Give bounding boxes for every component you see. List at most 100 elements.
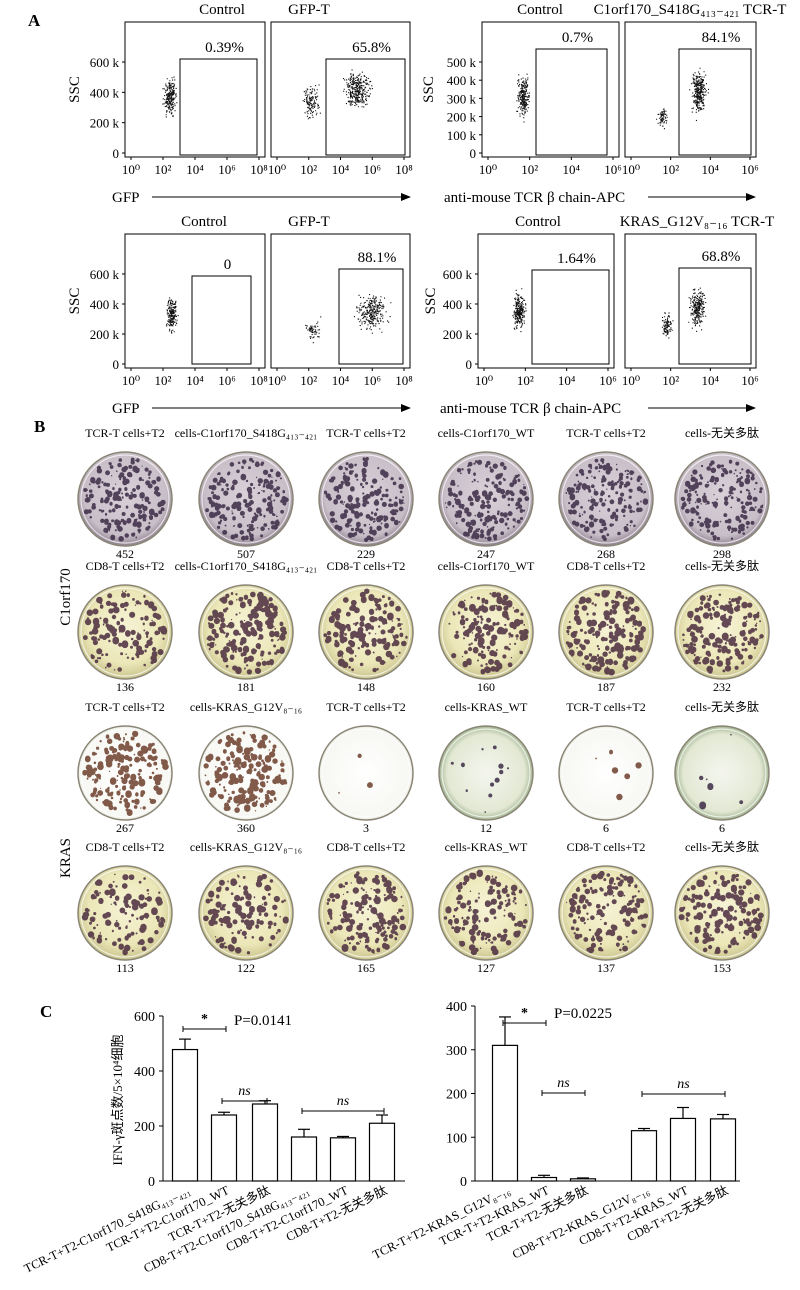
well-label: cells-KRAS_G12V₈₋₁₆ xyxy=(190,840,302,854)
well-label: TCR-T cells+T2 xyxy=(566,700,646,714)
spot-count: 247 xyxy=(477,547,495,561)
well-label: cells-KRAS_WT xyxy=(445,840,528,854)
plot-title: Control xyxy=(199,2,245,18)
y-tick-label: 300 k xyxy=(447,91,477,106)
y-tick-label: 200 k xyxy=(90,116,120,131)
elispot-well: cells-C1orf170_S418G₄₁₃₋₄₂₁ 507 xyxy=(175,426,318,561)
plot-frame xyxy=(124,233,266,369)
y-tick-label: 0 xyxy=(470,146,477,161)
x-tick-label: 10² xyxy=(517,373,534,388)
well-rim-highlight xyxy=(677,728,767,818)
gate-rectangle xyxy=(191,275,252,365)
y-tick-label: 0 xyxy=(113,146,120,161)
well-rim-highlight xyxy=(201,587,291,677)
y-tick-label: 200 xyxy=(134,1120,155,1135)
elispot-well: cells-无关多肽 153 xyxy=(674,839,770,975)
well-label: cells-无关多肽 xyxy=(685,699,759,714)
well-label: cells-C1orf170_S418G₄₁₃₋₄₂₁ xyxy=(175,559,318,573)
flow-plot: GFP-T 88.1% 10⁰ 10² 10⁴ 10⁶ 10⁸ xyxy=(268,214,413,388)
well-label: cells-C1orf170_WT xyxy=(438,559,535,573)
plot-title: GFP-T xyxy=(288,2,330,18)
well-spots xyxy=(680,459,764,541)
well-rim-highlight xyxy=(80,454,170,544)
event-dots xyxy=(302,69,373,120)
spot-count: 229 xyxy=(357,547,375,561)
plot-title: KRAS_G12V₈₋₁₆ TCR-T xyxy=(620,214,775,230)
x-tick-label: 10² xyxy=(300,162,317,177)
well-rim-highlight xyxy=(677,868,767,958)
elispot-well: cells-KRAS_WT 12 xyxy=(438,700,534,835)
well-spots xyxy=(206,591,287,675)
x-tick-label: 10⁰ xyxy=(268,373,286,388)
y-tick-label: 400 k xyxy=(443,297,473,312)
panel-label-a: A xyxy=(28,11,41,30)
y-axis-label: SSC xyxy=(67,76,83,103)
y-tick-label: 100 xyxy=(446,1131,467,1146)
well-label: TCR-T cells+T2 xyxy=(326,426,406,440)
p-value: P=0.0141 xyxy=(234,1013,292,1029)
spot-count: 160 xyxy=(477,680,495,694)
event-dots xyxy=(512,288,527,333)
spot-count: 136 xyxy=(116,680,134,694)
well-plate xyxy=(558,865,654,961)
x-tick-label: 10⁴ xyxy=(702,373,720,388)
spot-count: 452 xyxy=(116,547,134,561)
well-label: TCR-T cells+T2 xyxy=(85,426,165,440)
well-plate xyxy=(438,584,534,680)
well-spots xyxy=(326,871,407,954)
well-rim-highlight xyxy=(201,454,291,544)
well-rim-highlight xyxy=(321,868,411,958)
elispot-well: CD8-T cells+T2 136 xyxy=(77,559,173,694)
bar xyxy=(491,1044,519,1182)
elispot-well: CD8-T cells+T2 148 xyxy=(318,559,414,694)
elispot-well: TCR-T cells+T2 268 xyxy=(558,426,654,561)
flow-plot: C1orf170_S418G₄₁₃₋₄₂₁ TCR-T 84.1% 10⁰ 10² 10… xyxy=(594,2,787,177)
well-spots xyxy=(203,873,289,955)
y-tick-label: 400 k xyxy=(90,297,120,312)
well-label: CD8-T cells+T2 xyxy=(86,559,165,573)
y-tick-label: 300 xyxy=(446,1044,467,1059)
well-spots xyxy=(450,745,510,813)
well-rim-highlight xyxy=(561,454,651,544)
panel-label-c: C xyxy=(40,1002,52,1021)
flow-plot: GFP-T 65.8% 10⁰ 10² 10⁴ 10⁶ 10⁸ xyxy=(268,2,413,177)
flow-cytometry-panels: Control 0.39% 10⁰ 10² 10⁴ 10⁶ 10⁸ 600 k 400 k 200… xyxy=(67,2,786,417)
elispot-well: TCR-T cells+T2 452 xyxy=(77,426,173,561)
significance-label: ns xyxy=(677,1077,690,1092)
elispot-well: cells-KRAS_G12V₈₋₁₆ 360 xyxy=(190,700,302,835)
spot-count: 6 xyxy=(719,821,725,835)
x-axis-label: anti-mouse TCR β chain-APC xyxy=(444,190,625,206)
plot-frame xyxy=(124,21,266,158)
x-tick-label: 10⁴ xyxy=(186,162,204,177)
elispot-well: TCR-T cells+T2 229 xyxy=(318,426,414,561)
well-label: CD8-T cells+T2 xyxy=(86,840,165,854)
bar xyxy=(368,1122,396,1182)
well-plate xyxy=(438,865,534,961)
x-tick-label: 10⁰ xyxy=(479,162,497,177)
well-plate xyxy=(674,865,770,961)
panel-label-b: B xyxy=(34,417,45,436)
elispot-well: cells-无关多肽 6 xyxy=(674,699,770,835)
spot-count: 268 xyxy=(597,547,615,561)
x-tick-label: 10⁶ xyxy=(604,162,622,177)
well-spots xyxy=(82,590,168,672)
row-group-label: KRAS xyxy=(58,838,74,878)
y-tick-label: 200 k xyxy=(443,327,473,342)
plot-title: C1orf170_S418G₄₁₃₋₄₂₁ TCR-T xyxy=(594,2,787,18)
well-spots xyxy=(678,871,764,955)
well-spots xyxy=(323,588,408,673)
elispot-well: cells-KRAS_G12V₈₋₁₆ 122 xyxy=(190,840,302,975)
significance-label: ns xyxy=(238,1084,251,1099)
well-plate xyxy=(318,725,414,821)
bar xyxy=(630,1130,658,1182)
elispot-well: CD8-T cells+T2 137 xyxy=(558,840,654,975)
elispot-well: CD8-T cells+T2 187 xyxy=(558,559,654,694)
event-dots xyxy=(305,294,392,344)
x-tick-label: 10² xyxy=(521,162,538,177)
plot-title: GFP-T xyxy=(288,214,330,230)
y-tick-label: 0 xyxy=(113,357,120,372)
well-rim-highlight xyxy=(441,587,531,677)
flow-plot: Control 0.39% 10⁰ 10² 10⁴ 10⁶ 10⁸ 600 k 400 k 200… xyxy=(67,2,411,206)
x-tick-label: 10² xyxy=(155,373,172,388)
well-label: cells-无关多肽 xyxy=(685,839,759,854)
